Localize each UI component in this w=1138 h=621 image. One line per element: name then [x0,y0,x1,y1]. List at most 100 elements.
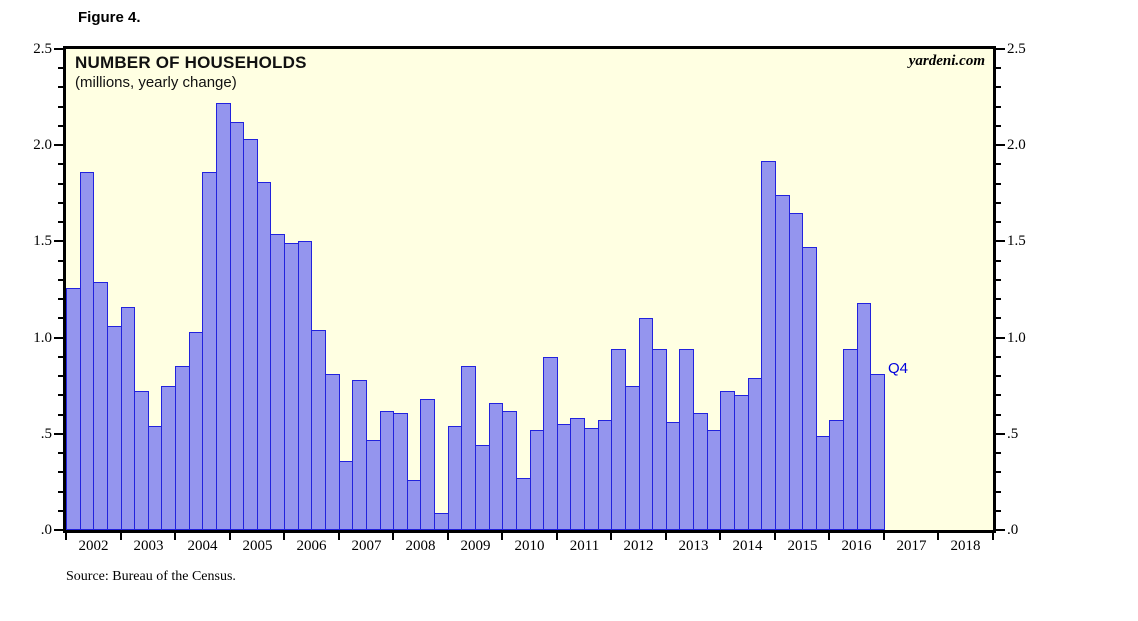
bar-2004-q1 [175,366,190,530]
y-axis-tick-right [996,221,1001,223]
y-axis-tick-right [996,471,1001,473]
x-axis-year-label-2005: 2005 [242,538,273,554]
y-axis-tick-right [996,67,1001,69]
y-axis-tick-left [58,125,63,127]
bar-2008-q1 [393,413,408,530]
bar-2008-q3 [420,399,435,530]
bar-2005-q3 [257,182,271,530]
y-axis-tick-left [58,298,63,300]
y-axis-tick-left [58,106,63,108]
bar-2011-q4 [598,420,612,530]
y-axis-tick-right [996,337,1005,339]
y-axis-tick-left [54,144,63,146]
x-axis-tick [501,533,503,540]
y-axis-tick-right [996,48,1005,50]
x-axis-tick [992,533,994,540]
y-axis-label-left: 1.0 [33,330,52,346]
y-axis-tick-left [54,48,63,50]
y-axis-label-left: 2.0 [33,137,52,153]
bar-2016-q3 [857,303,871,530]
bar-2010-q3 [530,430,544,530]
x-axis-tick [883,533,885,540]
bar-2008-q4 [434,513,449,530]
chart-subtitle: (millions, yearly change) [75,74,237,91]
y-axis-tick-right [996,394,1001,396]
bar-2014-q1 [720,391,735,530]
bar-2009-q4 [489,403,503,530]
bar-2005-q1 [230,122,244,530]
bar-2013-q2 [679,349,694,530]
x-axis-year-label-2017: 2017 [896,538,927,554]
y-axis-tick-right [996,106,1001,108]
x-axis-year-label-2002: 2002 [78,538,109,554]
x-axis-year-label-2006: 2006 [296,538,327,554]
y-axis-label-right: 1.5 [1007,233,1026,249]
x-axis-tick [338,533,340,540]
bar-2014-q4 [761,161,776,530]
y-axis-label-left: .0 [40,522,52,538]
y-axis-tick-left [54,433,63,435]
bar-2013-q4 [707,430,721,530]
x-axis-year-label-2015: 2015 [787,538,818,554]
bar-2010-q2 [516,478,531,530]
y-axis-tick-right [996,529,1005,531]
x-axis-tick [174,533,176,540]
bar-2011-q1 [557,424,571,530]
x-axis-year-label-2013: 2013 [678,538,709,554]
y-axis-tick-right [996,202,1001,204]
bar-2008-q2 [407,480,421,530]
bar-2007-q1 [339,461,353,530]
x-axis-tick [229,533,231,540]
y-axis-tick-right [996,510,1001,512]
bar-2011-q3 [584,428,599,530]
last-quarter-annotation: Q4 [888,360,909,377]
bar-2006-q2 [298,241,312,530]
x-axis-year-label-2009: 2009 [460,538,491,554]
bar-2016-q1 [829,420,844,530]
figure-label: Figure 4. [78,9,141,26]
bar-2006-q1 [284,243,299,530]
bar-2005-q2 [243,139,258,530]
x-axis-tick [719,533,721,540]
y-axis-tick-right [996,414,1001,416]
y-axis-tick-right [996,279,1001,281]
bar-2009-q2 [461,366,476,530]
x-axis-year-label-2016: 2016 [841,538,872,554]
y-axis-tick-right [996,375,1001,377]
bar-2015-q1 [775,195,790,530]
y-axis-tick-right [996,452,1001,454]
y-axis-tick-right [996,491,1001,493]
y-axis-tick-left [58,279,63,281]
y-axis-tick-left [58,452,63,454]
y-axis-tick-right [996,433,1005,435]
bar-2006-q4 [325,374,340,530]
x-axis-year-label-2012: 2012 [623,538,654,554]
bar-2004-q2 [189,332,203,530]
x-axis-year-label-2018: 2018 [950,538,981,554]
bar-2003-q2 [134,391,149,530]
y-axis-tick-right [996,356,1001,358]
y-axis-tick-left [58,163,63,165]
bar-2012-q2 [625,386,640,530]
y-axis-tick-left [54,529,63,531]
y-axis-tick-right [996,163,1001,165]
y-axis-tick-right [996,183,1001,185]
y-axis-tick-right [996,317,1001,319]
y-axis-tick-right [996,260,1001,262]
x-axis-year-label-2008: 2008 [405,538,436,554]
bar-2002-q1 [66,288,81,530]
bar-2012-q4 [652,349,667,530]
y-axis-tick-left [58,86,63,88]
bar-2014-q3 [748,378,762,530]
y-axis-label-left: 1.5 [33,233,52,249]
x-axis-year-label-2004: 2004 [187,538,218,554]
y-axis-label-right: 2.0 [1007,137,1026,153]
bar-2002-q2 [80,172,94,530]
y-axis-label-right: 1.0 [1007,330,1026,346]
x-axis-year-label-2003: 2003 [133,538,164,554]
bar-2006-q3 [311,330,326,530]
y-axis-tick-left [58,183,63,185]
x-axis-tick [828,533,830,540]
bar-2007-q2 [352,380,367,530]
